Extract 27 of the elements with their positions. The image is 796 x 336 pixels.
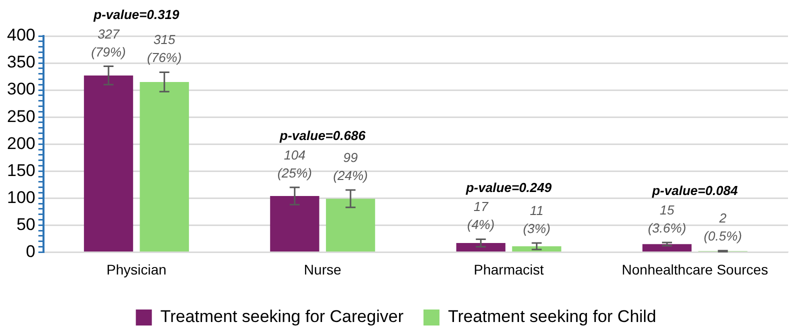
x-tick-label: Physician — [106, 261, 166, 278]
y-tick-label: 350 — [6, 52, 36, 72]
y-tick-label: 0 — [26, 242, 36, 261]
y-tick-label: 50 — [16, 214, 36, 234]
legend-label: Treatment seeking for Child — [448, 307, 656, 326]
y-tick-label: 100 — [6, 188, 36, 207]
data-label: 15 (3.6%) — [648, 202, 686, 236]
y-tick-label: 200 — [6, 134, 36, 153]
x-tick-label: Nurse — [304, 261, 342, 278]
data-label: 104 (25%) — [277, 147, 312, 180]
y-tick-label: 400 — [6, 26, 36, 45]
text: p-value=0.319 — [92, 6, 180, 22]
legend-label: Treatment seeking for Caregiver — [160, 307, 404, 326]
y-tick-label: 250 — [6, 106, 36, 126]
data-label: 17 (4%) — [467, 199, 495, 232]
data-label: 99 (24%) — [333, 150, 368, 184]
data-label: 2 (0.5%) — [704, 210, 742, 244]
annotation: p-value=0.686 — [278, 128, 366, 143]
annotation: p-value=0.249 — [464, 180, 552, 195]
data-label: 315 (76%) — [147, 32, 182, 66]
annotation: p-value=0.084 — [651, 183, 739, 198]
y-tick-label: 300 — [6, 80, 36, 99]
data-label: 327 (79%) — [91, 26, 126, 60]
x-tick-label: Nonhealthcare Sources — [622, 261, 768, 278]
x-tick-label: Pharmacist — [474, 261, 544, 278]
data-label: 11 (3%) — [522, 203, 550, 236]
y-tick-label: 150 — [6, 160, 36, 180]
